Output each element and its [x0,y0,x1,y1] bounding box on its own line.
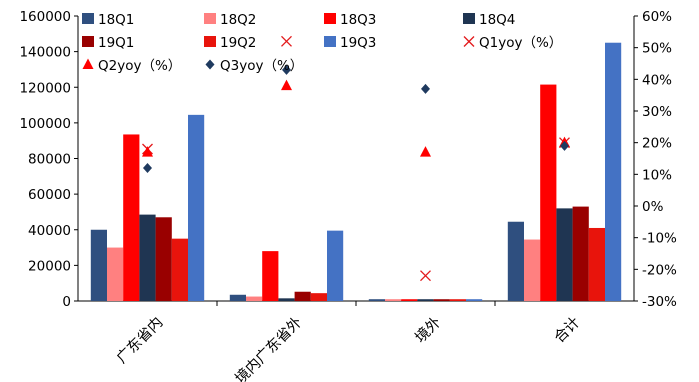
right-tick-label: -20% [642,262,677,278]
point-x [420,270,431,282]
left-tick-label: 20000 [28,258,71,274]
left-tick-label: 100000 [19,116,71,132]
legend-label: 18Q4 [479,12,515,28]
legend-marker-triangle [82,58,94,69]
legend-swatch [82,13,94,24]
legend-label: 18Q3 [340,12,376,28]
bar-19q3 [466,299,483,301]
bar-18q3 [262,251,279,301]
right-tick-label: -30% [642,294,677,310]
bar-18q3 [540,84,557,301]
scatter-series [142,35,570,282]
bar-18q3 [123,134,140,301]
category-label: 境外 [411,313,444,346]
axis-tick-labels: 0 20000 40000 60000 80000 100000 120000 140000 1… [19,9,677,310]
point-triangle [142,146,153,157]
point-x-stroke [281,35,292,47]
bar-19q2 [449,299,466,301]
right-tick-label: 30% [642,104,672,120]
left-tick-label: 160000 [19,9,71,25]
legend-swatch [204,36,216,47]
legend-marker-x [463,36,475,47]
point-diamond [282,64,291,75]
category-label: 广东省内 [113,314,166,367]
legend-label: 18Q1 [98,12,134,28]
right-tick-label: 50% [642,41,672,57]
legend-label: 19Q2 [220,35,256,51]
bar-18q4 [139,214,156,301]
bar-18q1 [507,221,524,301]
bar-18q3 [401,299,418,301]
bar-18q4 [278,298,295,301]
legend-swatch [324,36,336,47]
legend-swatch [204,13,216,24]
right-tick-label: 60% [642,9,672,25]
legend-swatch [324,13,336,24]
legend-swatch [82,36,94,47]
legend-marker-x-stroke [463,36,475,47]
right-tick-label: 0% [642,199,664,215]
legend-marker-diamond [205,59,215,70]
legend-label: Q2yoy（%） [98,58,181,74]
bar-19q2 [588,227,605,301]
bar-19q1 [433,299,450,301]
point-x [281,35,292,47]
bar-18q2 [385,299,402,301]
category-label: 合计 [551,314,584,347]
bar-18q4 [417,299,434,301]
bar-18q1 [368,299,385,301]
right-tick-label: 10% [642,167,672,183]
bar-series [90,42,622,301]
chart-legend: 18Q1 18Q2 18Q3 18Q4 19Q1 19Q2 19Q3 Q1yoy（%） Q2yo… [82,12,562,74]
legend-label: Q3yoy（%） [220,58,303,74]
legend-label: Q1yoy（%） [479,35,562,51]
bar-18q4 [556,208,573,301]
category-label: 境内广东省外 [231,313,305,382]
left-tick-label: 80000 [28,152,71,168]
bar-19q1 [572,206,589,301]
category-labels: 广东省内 境内广东省外 境外 合计 [113,313,583,382]
left-tick-label: 60000 [28,187,71,203]
left-tick-label: 140000 [19,45,71,61]
point-x-stroke [420,270,431,282]
right-tick-label: -10% [642,231,677,247]
left-tick-label: 0 [62,294,71,310]
point-diamond [421,83,430,94]
bar-19q3 [327,230,344,301]
bar-19q3 [605,42,622,301]
bar-18q2 [246,296,263,301]
point-diamond [560,140,569,151]
right-tick-label: 20% [642,136,672,152]
bar-19q2 [310,293,327,301]
legend-label: 18Q2 [220,12,256,28]
bar-19q3 [188,114,205,301]
point-triangle [420,146,431,157]
bar-18q1 [90,229,107,301]
point-diamond [143,163,152,173]
bar-18q2 [524,239,541,301]
bar-18q1 [229,294,246,301]
bar-18q2 [107,247,124,301]
left-tick-label: 120000 [19,80,71,96]
bar-19q1 [155,217,172,301]
bar-19q2 [171,238,188,301]
legend-swatch [463,13,475,24]
left-tick-label: 40000 [28,223,71,239]
point-triangle [281,79,292,91]
right-tick-label: 40% [642,72,672,88]
legend-label: 19Q1 [98,35,134,51]
bar-19q1 [294,291,311,301]
legend-label: 19Q3 [340,35,376,51]
